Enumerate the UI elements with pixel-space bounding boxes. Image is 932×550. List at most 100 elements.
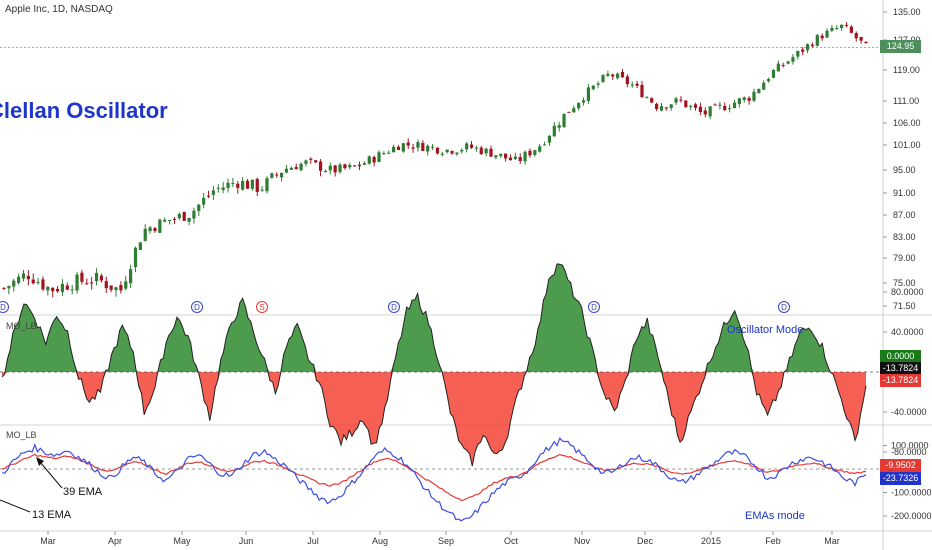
candle-body <box>801 49 805 52</box>
candle-body <box>60 283 65 292</box>
candle-body <box>601 75 605 83</box>
candle-body <box>387 152 391 154</box>
candle-body <box>426 145 430 152</box>
candle-body <box>109 285 113 290</box>
candle-body <box>766 79 771 82</box>
candle-body <box>90 282 94 284</box>
candle-body <box>65 285 69 290</box>
candle-body <box>372 156 376 163</box>
candle-body <box>484 148 488 154</box>
candle-body <box>523 151 527 162</box>
candle-body <box>265 178 269 192</box>
candle-body <box>572 108 576 113</box>
event-marker-dividend <box>191 301 203 313</box>
time-tick-label: Mar <box>824 536 840 546</box>
candle-body <box>728 108 732 110</box>
price-tick-label: 111.00 <box>893 96 919 106</box>
last-price-tag: 124.95 <box>880 40 921 53</box>
time-tick-label: 2015 <box>701 536 721 546</box>
candle-body <box>542 144 547 146</box>
price-tick-label: 83.00 <box>893 232 916 242</box>
candle-body <box>820 35 824 39</box>
ema-39-label: 39 EMA <box>63 486 103 498</box>
candle-body <box>528 150 532 156</box>
candle-body <box>338 164 342 172</box>
candle-body <box>747 97 751 101</box>
candle-body <box>12 280 16 287</box>
candle-body <box>581 100 586 103</box>
arrow-13-ema <box>0 499 31 513</box>
candle-body <box>80 272 84 282</box>
osc-zero-tag: 0.0000 <box>880 350 921 363</box>
candle-body <box>231 182 235 184</box>
candle-body <box>635 83 639 86</box>
annotation-arrows <box>0 457 63 513</box>
price-tick-label: 75.00 <box>893 278 916 288</box>
candle-body <box>21 273 26 279</box>
candle-body <box>450 150 454 154</box>
candle-body <box>664 107 668 109</box>
candle-body <box>357 164 362 167</box>
candle-body <box>129 269 133 284</box>
ema-39-tag: -9.9502 <box>880 459 921 472</box>
candle-body <box>815 35 819 46</box>
oscillator-pane <box>0 263 883 467</box>
candle-body <box>708 106 712 117</box>
candle-body <box>411 147 415 149</box>
event-marker-letter: D <box>781 303 787 312</box>
candle-body <box>353 165 357 167</box>
candle-body <box>304 160 308 164</box>
axes: 135.00127.00119.00111.00106.00101.0095.0… <box>40 7 931 546</box>
price-tick-label: 87.00 <box>893 210 916 220</box>
candle-body <box>757 88 761 94</box>
candle-body <box>367 156 371 164</box>
candle-body <box>504 153 508 159</box>
candle-body <box>562 113 566 128</box>
candle-body <box>810 44 815 47</box>
candle-body <box>260 189 264 191</box>
candle-body <box>362 163 366 165</box>
candle-body <box>153 228 157 232</box>
candle-body <box>348 164 352 168</box>
candle-body <box>279 172 284 178</box>
candle-body <box>781 64 785 66</box>
candle-body <box>430 146 435 148</box>
candle-body <box>187 217 191 222</box>
candle-body <box>825 30 829 38</box>
candle-body <box>255 178 259 192</box>
candle-body <box>314 160 318 163</box>
candle-body <box>786 61 790 64</box>
event-marker-dividend <box>778 301 790 313</box>
osc-last-tag: -13.7824 <box>880 362 921 375</box>
time-tick-label: May <box>173 536 191 546</box>
ema-13-label: 13 EMA <box>32 509 72 521</box>
candle-body <box>533 150 537 155</box>
symbol-label: Apple Inc, 1D, NASDAQ <box>5 4 113 15</box>
price-tick-label: 95.00 <box>893 165 916 175</box>
candle-body <box>659 106 664 111</box>
osc-tick-label: -80.0000 <box>891 447 927 457</box>
candle-body <box>206 195 211 197</box>
candle-body <box>776 63 780 72</box>
event-marker-letter: D <box>591 303 597 312</box>
ema-13-line <box>1 437 867 522</box>
candle-body <box>416 142 420 148</box>
candle-body <box>567 111 571 113</box>
candle-body <box>221 187 225 190</box>
candle-body <box>591 85 595 90</box>
candle-body <box>275 174 279 176</box>
candle-body <box>133 247 138 268</box>
candle-body <box>762 82 766 90</box>
candle-body <box>796 50 800 57</box>
candle-body <box>392 146 396 153</box>
candle-body <box>616 73 620 79</box>
ema-tick-label: -200.0000 <box>891 511 932 521</box>
osc-positive-area <box>2 263 866 372</box>
candle-body <box>538 146 542 152</box>
candle-body <box>119 285 123 291</box>
candle-body <box>343 164 347 169</box>
candle-body <box>289 167 293 170</box>
candle-body <box>124 281 128 289</box>
